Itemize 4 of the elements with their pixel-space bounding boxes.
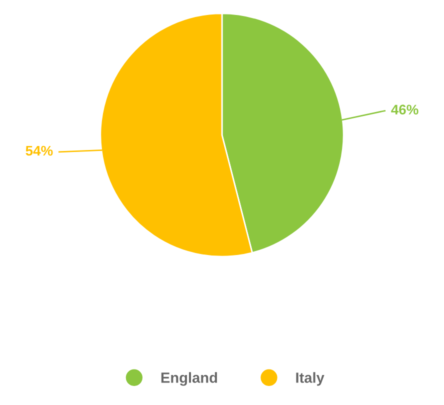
data-label: 54% [26,146,53,156]
legend-label: England [161,372,217,386]
legend-label: Italy [296,372,324,386]
data-label: 46% [391,104,418,115]
